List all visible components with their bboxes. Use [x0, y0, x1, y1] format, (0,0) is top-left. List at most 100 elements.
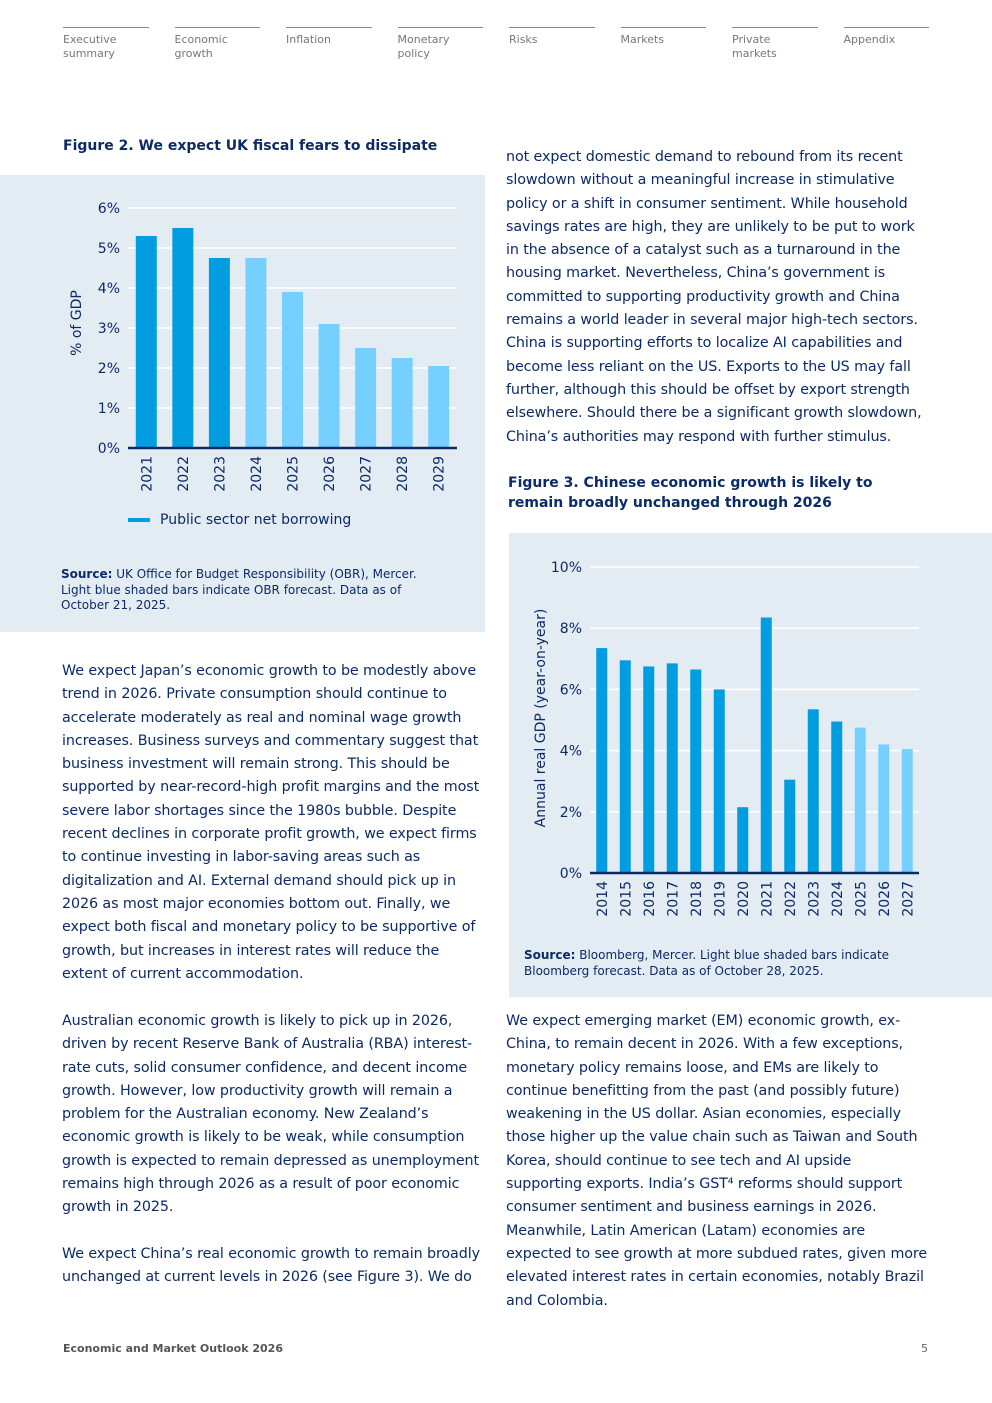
- bar-2022: [172, 228, 194, 448]
- source-text: UK Office for Budget Responsibility (OBR…: [61, 567, 417, 612]
- bar-2017: [666, 663, 678, 873]
- x-tick-label: 2027: [900, 881, 916, 917]
- x-tick-label: 2014: [595, 881, 611, 917]
- bar-2027: [355, 348, 377, 448]
- y-tick-label: 0%: [98, 441, 120, 457]
- bar-2025: [854, 727, 866, 873]
- source-label: Source:: [524, 948, 576, 962]
- y-tick-label: 3%: [98, 321, 120, 337]
- x-tick-label: 2024: [830, 881, 846, 917]
- y-tick-label: 4%: [98, 281, 120, 297]
- nav-item[interactable]: Executive summary: [63, 27, 175, 61]
- nav-label: Private markets: [732, 33, 777, 60]
- paragraph-australia: Australian economic growth is likely to …: [62, 1013, 480, 1216]
- bar-2027: [901, 749, 913, 873]
- figure-2-title: Figure 2. We expect UK fiscal fears to d…: [63, 138, 438, 154]
- paragraph-china-start: We expect China’s real economic growth t…: [62, 1246, 480, 1286]
- x-tick-label: 2026: [322, 456, 338, 492]
- bar-2029: [428, 366, 450, 448]
- x-tick-label: 2020: [736, 881, 752, 917]
- legend-label: Public sector net borrowing: [160, 512, 352, 528]
- nav-label: Monetary policy: [397, 33, 450, 60]
- nav-item[interactable]: Monetary policy: [397, 27, 510, 61]
- y-tick-label: 10%: [551, 560, 582, 576]
- x-tick-label: 2021: [759, 881, 775, 917]
- x-tick-label: 2015: [618, 881, 634, 917]
- y-tick-label: 2%: [98, 361, 120, 377]
- nav-item[interactable]: Risks: [509, 27, 621, 61]
- figure-2-chart: 0% 1% 2% 3% 4% 5% 6% 2021 2022 2023 2024 2025 2026 20…: [69, 201, 457, 492]
- nav-label: Risks: [509, 33, 538, 46]
- y-axis-label: Annual real GDP (year-on-year): [533, 609, 549, 828]
- nav-label: Markets: [620, 33, 665, 46]
- nav-divider: [509, 27, 595, 28]
- nav-item[interactable]: Private markets: [732, 27, 844, 61]
- figure-2-panel: 0% 1% 2% 3% 4% 5% 6% 2021 2022 2023 2024 2025 2026 20…: [0, 175, 485, 632]
- bar-2021: [135, 236, 157, 448]
- y-tick-label: 6%: [98, 201, 120, 217]
- bar-2016: [643, 666, 655, 873]
- nav-label: Appendix: [843, 33, 896, 46]
- bar-2015: [619, 660, 631, 873]
- bar-2026: [878, 744, 890, 873]
- x-tick-label: 2023: [806, 881, 822, 917]
- y-tick-label: 0%: [560, 866, 582, 882]
- x-tick-label: 2023: [212, 456, 228, 492]
- paragraph-japan: We expect Japan’s economic growth to be …: [62, 663, 480, 982]
- nav-divider: [174, 27, 260, 28]
- figure-3-chart: 0% 2% 4% 6% 8% 10% 2014 2015 2016 2017 2018 2019 202…: [533, 560, 919, 917]
- y-axis-label: % of GDP: [69, 290, 85, 356]
- paragraph-emerging-markets: We expect emerging market (EM) economic …: [506, 1013, 928, 1309]
- nav-label: Inflation: [286, 33, 331, 46]
- x-tick-label: 2022: [176, 456, 192, 492]
- source-text: Bloomberg, Mercer. Light blue shaded bar…: [524, 948, 890, 978]
- x-tick-label: 2026: [877, 881, 893, 917]
- x-tick-label: 2025: [286, 456, 302, 492]
- x-tick-label: 2028: [395, 456, 411, 492]
- nav-divider: [63, 27, 149, 28]
- x-tick-label: 2017: [665, 881, 681, 917]
- nav-divider: [397, 27, 483, 28]
- nav-divider: [732, 27, 818, 28]
- bar-2018: [690, 669, 702, 873]
- nav-label: Economic growth: [174, 33, 228, 60]
- x-tick-label: 2018: [689, 881, 705, 917]
- x-tick-label: 2021: [139, 456, 155, 492]
- bar-2023: [807, 709, 819, 873]
- x-tick-label: 2022: [783, 881, 799, 917]
- nav-label: Executive summary: [63, 33, 117, 60]
- section-nav: Executive summary Economic growth Inflatio…: [63, 27, 955, 61]
- y-tick-label: 6%: [560, 682, 582, 698]
- figure-3-source: Source: Bloomberg, Mercer. Light blue sh…: [524, 948, 924, 979]
- x-tick-label: 2029: [432, 456, 448, 492]
- bar-2026: [318, 324, 340, 448]
- x-tick-label: 2019: [712, 881, 728, 917]
- x-tick-label: 2027: [359, 456, 375, 492]
- figure-2-legend: Public sector net borrowing: [128, 512, 351, 528]
- nav-divider: [286, 27, 372, 28]
- bar-2020: [737, 807, 749, 873]
- bar-2019: [713, 689, 725, 873]
- bar-2014: [596, 648, 608, 873]
- bar-2022: [784, 779, 796, 873]
- bar-2028: [391, 358, 413, 448]
- y-tick-label: 2%: [560, 805, 582, 821]
- figure-2-source: Source: UK Office for Budget Responsibil…: [61, 567, 441, 614]
- legend-swatch: [128, 518, 150, 522]
- bar-2025: [282, 292, 303, 448]
- page-number: 5: [921, 1342, 928, 1355]
- bar-2024: [245, 258, 267, 448]
- nav-item[interactable]: Inflation: [286, 27, 398, 61]
- bar-2021: [760, 617, 772, 873]
- nav-item[interactable]: Appendix: [843, 27, 956, 61]
- nav-item[interactable]: Economic growth: [174, 27, 287, 61]
- figure-3-panel: 0% 2% 4% 6% 8% 10% 2014 2015 2016 2017 2018 2019 202…: [509, 533, 992, 997]
- y-tick-label: 4%: [560, 744, 582, 760]
- nav-divider: [620, 27, 706, 28]
- paragraph-china-cont: not expect domestic demand to rebound fr…: [506, 149, 922, 445]
- nav-divider: [843, 27, 929, 28]
- footer-title: Economic and Market Outlook 2026: [63, 1342, 283, 1355]
- y-tick-label: 5%: [98, 241, 120, 257]
- bar-2024: [831, 721, 843, 873]
- nav-item[interactable]: Markets: [620, 27, 733, 61]
